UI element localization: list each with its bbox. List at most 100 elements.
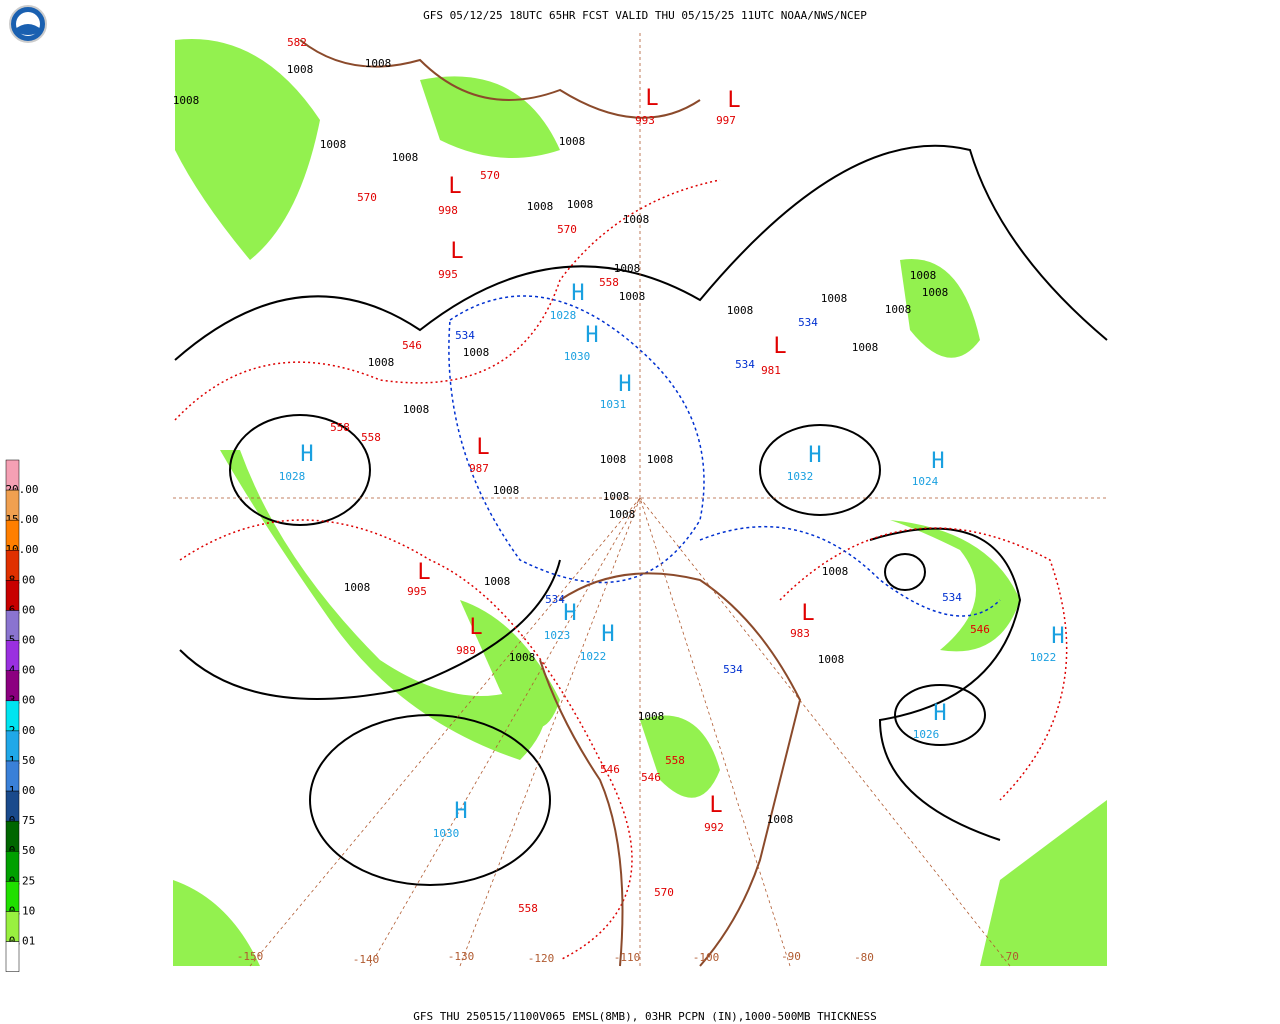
thickness-label: 534 [455,329,475,342]
low-symbol: L [450,239,463,264]
isobar-label: 1008 [509,651,536,664]
thickness-label: 570 [654,886,674,899]
isobar-label: 1008 [623,213,650,226]
isobar-label: 1008 [609,508,636,521]
low-pressure: 995 [438,268,458,281]
high-pressure: 1023 [544,629,571,642]
longitude-label: -120 [528,952,555,965]
high-symbol: H [563,601,576,626]
footer-caption: GFS THU 250515/1100V065 EMSL(8MB), 03HR … [413,1010,877,1023]
low-symbol: L [645,86,658,111]
high-symbol: H [585,323,598,348]
thickness-label: 546 [970,623,990,636]
isobar-label: 1008 [287,63,314,76]
low-pressure: 997 [716,114,736,127]
isobar-label: 1008 [600,453,627,466]
noaa-logo [9,5,47,43]
high-pressure: 1026 [913,728,940,741]
isobar-label: 1008 [647,453,674,466]
high-symbol: H [571,281,584,306]
isobar-label: 1008 [603,490,630,503]
low-pressure: 992 [704,821,724,834]
legend-swatch [5,941,20,972]
isobars [174,144,1108,886]
isobar-label: 1008 [559,135,586,148]
high-pressure: 1028 [279,470,306,483]
high-pressure: 1032 [787,470,814,483]
isobar-label: 1008 [619,290,646,303]
high-pressure: 1031 [600,398,627,411]
isobar-label: 1008 [344,581,371,594]
isobar-label: 1008 [368,356,395,369]
high-symbol: H [601,622,614,647]
high-symbol: H [454,799,467,824]
low-pressure: 998 [438,204,458,217]
low-symbol: L [801,601,814,626]
isobar-label: 1008 [727,304,754,317]
longitude-label: -130 [448,950,475,963]
thickness-label: 570 [357,191,377,204]
longitude-label: -70 [999,950,1019,963]
thickness-label: 534 [798,316,818,329]
low-symbol: L [709,793,722,818]
thickness-label: 546 [641,771,661,784]
high-symbol: H [1051,624,1064,649]
isobar-label: 1008 [852,341,879,354]
isobar-label: 1008 [767,813,794,826]
low-symbol: L [448,174,461,199]
low-pressure: 983 [790,627,810,640]
map: H1028H1028H1030H1031H1032H1024H1022H1026… [173,33,1108,967]
low-symbol: L [773,334,786,359]
isobar-label: 1008 [365,57,392,70]
low-pressure: 981 [761,364,781,377]
high-symbol: H [618,372,631,397]
low-pressure: 989 [456,644,476,657]
title: GFS 05/12/25 18UTC 65HR FCST VALID THU 0… [423,9,867,22]
thickness-label: 558 [330,421,350,434]
isobar-label: 1008 [922,286,949,299]
low-symbol: L [476,435,489,460]
longitude-label: -150 [237,950,264,963]
thickness-label: 534 [735,358,755,371]
thickness-label: 534 [942,591,962,604]
thickness-label: 558 [518,902,538,915]
low-symbol: L [469,615,482,640]
isobar-label: 1008 [822,565,849,578]
low-symbol: L [417,560,430,585]
isobar-label: 1008 [493,484,520,497]
thickness-label: 546 [600,763,620,776]
low-symbol: L [727,88,740,113]
isobar-label: 1008 [818,653,845,666]
isobar-label: 1008 [173,94,200,107]
low-pressure: 995 [407,585,427,598]
thickness-label: 558 [665,754,685,767]
high-symbol: H [300,442,313,467]
thickness-label: 582 [287,36,307,49]
warm-thickness-lines [174,179,1068,961]
thickness-label: 534 [723,663,743,676]
high-pressure: 1030 [433,827,460,840]
isobar-label: 1008 [614,262,641,275]
low-pressure: 993 [635,114,655,127]
thickness-label: 558 [599,276,619,289]
high-pressure: 1024 [912,475,939,488]
thickness-label: 546 [402,339,422,352]
high-symbol: H [808,443,821,468]
longitude-label: -100 [693,951,720,964]
thickness-label: 570 [557,223,577,236]
isobar-label: 1008 [567,198,594,211]
isobar-label: 1008 [463,346,490,359]
longitude-label: -80 [854,951,874,964]
precip-areas [173,39,1107,966]
isobar-label: 1008 [320,138,347,151]
longitude-label: -110 [614,951,641,964]
graticule [173,33,1107,967]
low-pressure: 987 [469,462,489,475]
high-pressure: 1022 [1030,651,1057,664]
isobar-label: 1008 [885,303,912,316]
isobar-label: 1008 [403,403,430,416]
high-pressure: 1022 [580,650,607,663]
legend: 20.0015.0010.008.006.005.004.003.002.001… [5,459,39,972]
